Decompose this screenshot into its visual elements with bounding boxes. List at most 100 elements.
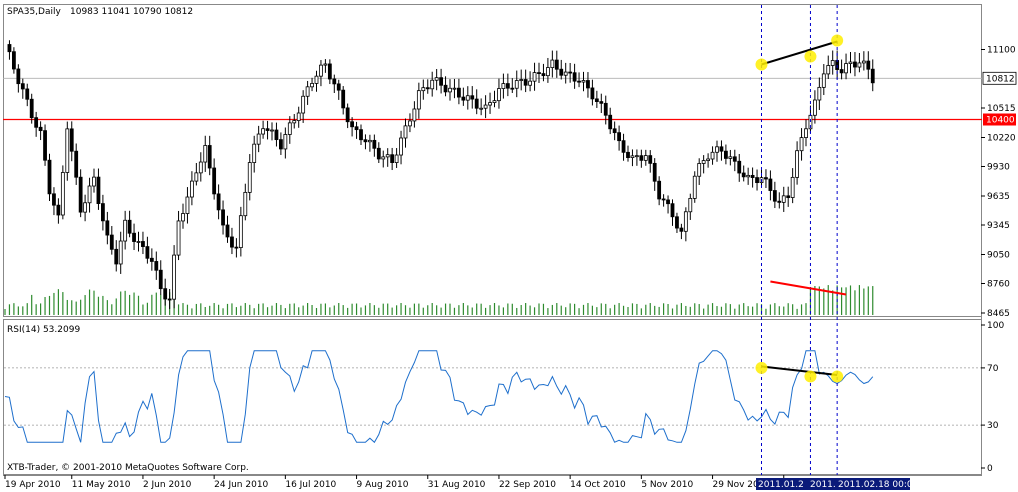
candle-up <box>795 150 799 178</box>
time-tick-label: 16 Jul 2010 <box>285 480 336 490</box>
candle-up <box>492 100 497 103</box>
candle-up <box>283 134 288 150</box>
candle-up <box>319 64 323 77</box>
candle-down <box>207 145 212 169</box>
candle-down <box>167 298 172 301</box>
candle-down <box>599 101 604 104</box>
candle-up <box>403 125 408 139</box>
time-tick-label: 14 Oct 2010 <box>570 480 626 490</box>
candle-down <box>154 261 159 271</box>
candle-down <box>510 87 515 90</box>
candle-up <box>261 128 266 135</box>
candle-down <box>101 203 105 222</box>
candle-up <box>488 102 492 106</box>
candle-up <box>683 211 688 232</box>
candle-down <box>648 155 653 164</box>
rsi-levels <box>4 367 981 426</box>
candle-down <box>755 177 759 184</box>
candle-down <box>777 200 782 203</box>
time-tick-label: 29 Nov 2010 <box>713 480 771 490</box>
candle-up <box>172 254 177 300</box>
candle-down <box>470 95 475 100</box>
candle-up <box>399 137 403 156</box>
candle-up <box>434 77 439 81</box>
candle-up <box>715 146 719 153</box>
candle-up <box>185 196 190 214</box>
candle-up <box>861 60 866 64</box>
candle-up <box>176 220 181 256</box>
candle-up <box>203 145 208 163</box>
candle-down <box>439 77 444 86</box>
rsi-line <box>4 350 874 444</box>
candle-up <box>92 176 96 187</box>
price-marker <box>804 50 817 63</box>
price-tick-label: 10515 <box>987 104 1016 114</box>
last-price-badge <box>982 71 1017 85</box>
highlighted-date-box <box>836 478 910 490</box>
candle-down <box>425 87 430 90</box>
candle-up <box>296 112 301 121</box>
candle-down <box>332 78 337 85</box>
candle-down <box>554 59 559 70</box>
price-tick-label: 9050 <box>987 251 1010 261</box>
time-axis-labels: 19 Apr 2010 11 May 2010 2 Jun 2010 24 Jun 2… <box>4 475 919 490</box>
candle-up <box>483 104 488 109</box>
candle-up <box>247 162 252 193</box>
candle-up <box>394 154 399 163</box>
rsi-tick-label: 100 <box>987 321 1004 331</box>
candle-up <box>635 155 639 158</box>
candle-down <box>764 177 768 180</box>
candle-up <box>688 197 693 213</box>
candle-up <box>421 87 426 92</box>
candle-down <box>541 73 546 77</box>
time-tick-label: 5 Nov 2010 <box>641 480 693 490</box>
candle-down <box>657 180 662 200</box>
candle-up <box>301 95 306 114</box>
candle-down <box>737 160 742 174</box>
rsi-panel-frame <box>3 319 982 475</box>
rsi-marker <box>831 370 844 383</box>
candle-up <box>790 176 795 198</box>
annotations <box>755 34 847 383</box>
candle-down <box>359 129 363 141</box>
candle-down <box>141 241 145 247</box>
price-panel-frame <box>3 4 982 317</box>
candle-down <box>163 288 168 300</box>
candle-down <box>870 68 875 84</box>
time-tick-label: 2 Jun 2010 <box>143 480 192 490</box>
candle-down <box>149 257 154 262</box>
candle-up <box>643 155 648 161</box>
candle-up <box>479 107 484 110</box>
candles <box>7 40 875 309</box>
candle-down <box>456 87 461 98</box>
candle-down <box>661 198 666 201</box>
candle-down <box>568 71 573 74</box>
candle-up <box>692 175 697 199</box>
highlighted-date-label: 2011. <box>810 480 836 490</box>
candle-up <box>697 163 702 177</box>
candle-up <box>314 75 319 84</box>
time-tick-label: 11 May 2010 <box>72 480 131 490</box>
candle-down <box>265 128 270 131</box>
candle-down <box>666 199 670 205</box>
candle-up <box>408 120 412 127</box>
price-marker <box>831 34 844 47</box>
candle-down <box>114 248 119 265</box>
candle-down <box>127 219 132 234</box>
candle-up <box>189 180 194 198</box>
candle-up <box>550 59 555 68</box>
price-tick-label: 8465 <box>987 309 1010 319</box>
price-marker <box>755 58 768 71</box>
candle-down <box>354 126 359 131</box>
candle-down <box>724 150 728 159</box>
rsi-marker <box>804 370 817 383</box>
candle-down <box>523 79 528 86</box>
footer-copyright: XTB-Trader, © 2001-2010 MetaQuotes Softw… <box>7 463 249 473</box>
candle-down <box>345 107 350 123</box>
candle-up <box>323 63 328 66</box>
candle-up <box>799 137 804 152</box>
candle-down <box>750 174 755 178</box>
candle-up <box>292 120 297 124</box>
candle-down <box>336 83 341 91</box>
